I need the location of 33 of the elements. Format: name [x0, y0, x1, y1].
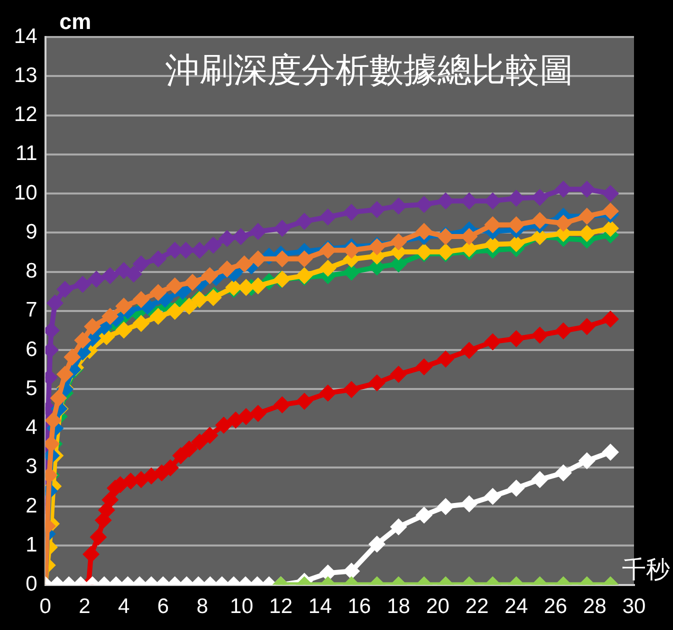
- y-tick-label: 12: [14, 103, 38, 126]
- y-tick-label: 4: [26, 416, 38, 440]
- x-axis-title: 千秒: [622, 556, 670, 584]
- y-tick-label: 3: [26, 455, 38, 478]
- x-tick-label: 8: [196, 595, 208, 618]
- x-tick-label: 26: [544, 595, 568, 618]
- x-tick-label: 4: [118, 595, 130, 618]
- x-tick-label: 20: [426, 595, 450, 618]
- x-tick-label: 16: [348, 595, 371, 618]
- y-tick-label: 1: [26, 533, 38, 556]
- x-tick-label: 2: [78, 595, 90, 618]
- x-tick-label: 18: [386, 595, 410, 618]
- x-tick-label: 12: [269, 595, 292, 618]
- x-tick-label: 30: [622, 595, 646, 618]
- y-tick-label: 7: [26, 298, 38, 322]
- y-tick-label: 0: [26, 572, 38, 596]
- x-tick-label: 14: [308, 595, 332, 618]
- y-tick-label: 8: [26, 260, 38, 283]
- x-tick-label: 10: [230, 595, 254, 618]
- x-tick-label: 22: [465, 595, 489, 618]
- x-tick-label: 28: [583, 595, 606, 618]
- y-axis-title: cm: [59, 9, 92, 34]
- y-tick-label: 14: [14, 24, 38, 48]
- y-tick-label: 10: [14, 181, 38, 204]
- x-tick-label: 24: [504, 595, 528, 618]
- y-tick-label: 11: [16, 142, 38, 166]
- chart-title: 沖刷深度分析數據總比較圖: [166, 51, 574, 90]
- x-tick-label: 6: [157, 595, 169, 618]
- y-tick-label: 2: [26, 494, 38, 518]
- y-tick-label: 6: [26, 338, 38, 361]
- y-tick-label: 13: [14, 64, 38, 87]
- y-tick-label: 9: [26, 220, 38, 244]
- y-tick-label: 5: [26, 376, 38, 400]
